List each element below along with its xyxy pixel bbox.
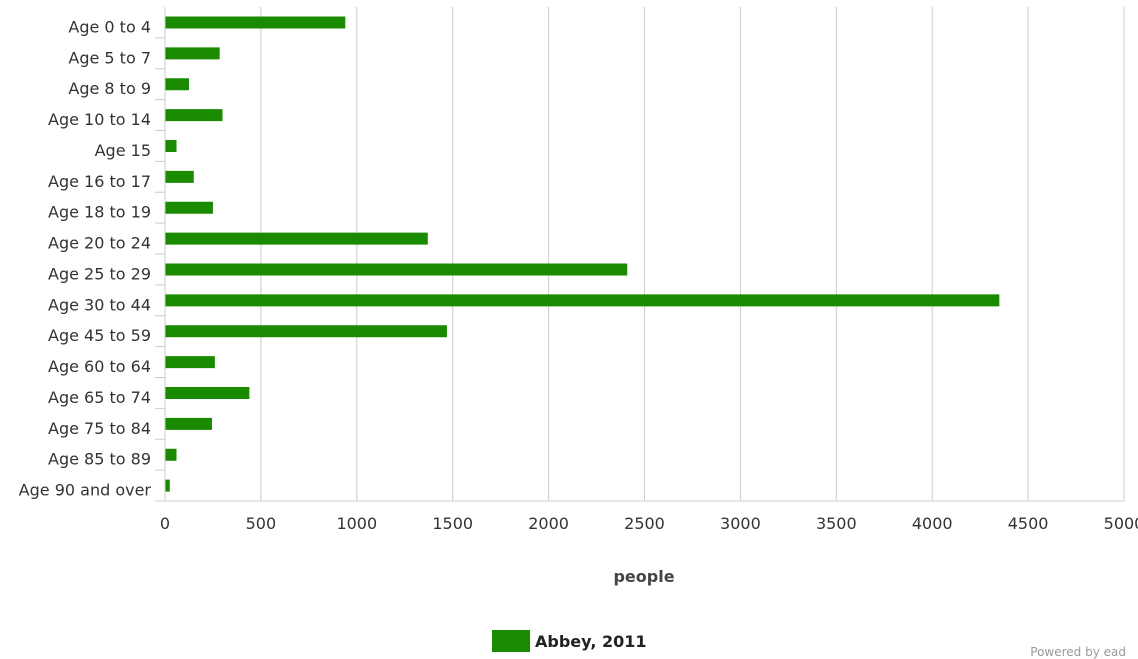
bar[interactable]: [165, 232, 428, 245]
category-label: Age 90 and over: [19, 481, 152, 500]
bar[interactable]: [165, 201, 213, 214]
category-label: Age 45 to 59: [48, 326, 151, 345]
value-axis: 0 500 1000 1500 2000 2500 3000 3500 4000 4500 5000: [160, 500, 1138, 533]
category-label: Age 10 to 14: [48, 110, 151, 129]
x-tick-label: 1000: [336, 514, 377, 533]
category-label: Age 65 to 74: [48, 388, 151, 407]
bar[interactable]: [165, 109, 223, 122]
bar[interactable]: [165, 479, 170, 492]
x-axis-title: people: [613, 567, 674, 586]
x-tick-label: 3500: [816, 514, 857, 533]
bar[interactable]: [165, 140, 177, 152]
bar[interactable]: [165, 47, 220, 60]
bar[interactable]: [165, 16, 346, 29]
category-label: Age 15: [95, 141, 151, 160]
x-tick-label: 500: [246, 514, 277, 533]
x-tick-label: 4000: [912, 514, 953, 533]
bar[interactable]: [165, 417, 212, 430]
bars: [165, 16, 1000, 492]
x-tick-label: 2500: [624, 514, 665, 533]
category-axis: Age 0 to 4 Age 5 to 7 Age 8 to 9 Age 10 to …: [19, 7, 166, 502]
category-label: Age 25 to 29: [48, 264, 151, 283]
category-label: Age 0 to 4: [68, 17, 151, 36]
bar[interactable]: [165, 448, 177, 461]
bar[interactable]: [165, 356, 215, 369]
x-tick-label: 5000: [1104, 514, 1138, 533]
bar[interactable]: [165, 170, 194, 183]
category-label: Age 16 to 17: [48, 172, 151, 191]
legend[interactable]: Abbey, 2011: [492, 630, 647, 652]
category-label: Age 60 to 64: [48, 357, 151, 376]
category-label: Age 5 to 7: [68, 48, 151, 67]
x-tick-label: 0: [160, 514, 170, 533]
grid-lines: [260, 7, 1125, 501]
category-label: Age 8 to 9: [68, 79, 151, 98]
x-tick-label: 3000: [720, 514, 761, 533]
bar[interactable]: [165, 294, 1000, 307]
category-label: Age 30 to 44: [48, 295, 151, 314]
bar[interactable]: [165, 387, 250, 399]
bar[interactable]: [165, 78, 189, 91]
category-label: Age 85 to 89: [48, 450, 151, 469]
bar[interactable]: [165, 325, 447, 338]
credit-text[interactable]: Powered by ead: [1030, 645, 1126, 659]
bar[interactable]: [165, 263, 628, 276]
category-label: Age 18 to 19: [48, 203, 151, 222]
legend-swatch: [492, 630, 530, 652]
x-tick-label: 4500: [1008, 514, 1049, 533]
x-tick-label: 1500: [432, 514, 473, 533]
x-tick-label: 2000: [528, 514, 569, 533]
category-label: Age 75 to 84: [48, 419, 151, 438]
category-label: Age 20 to 24: [48, 234, 151, 253]
legend-label: Abbey, 2011: [535, 631, 647, 651]
